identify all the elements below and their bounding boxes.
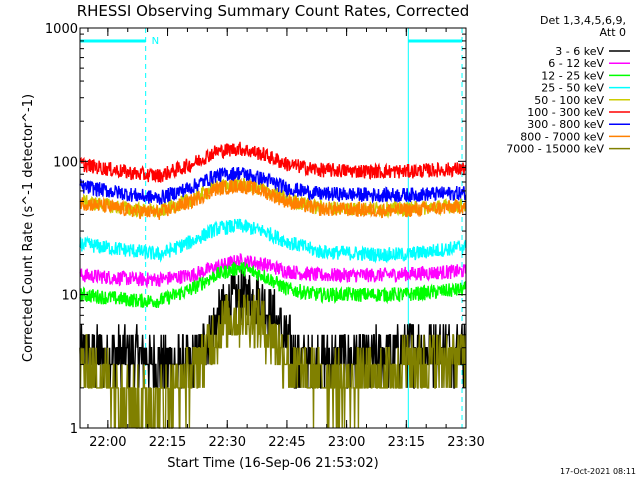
x-tick-label: 22:00	[89, 435, 126, 450]
y-tick-label: 10	[61, 289, 78, 304]
legend-label: 6 - 12 keV	[548, 57, 604, 70]
x-tick-label: 22:15	[149, 435, 186, 450]
legend-label: 25 - 50 keV	[541, 82, 604, 95]
night-marker: N	[152, 36, 159, 47]
y-tick-label: 100	[53, 155, 78, 170]
legend-label: 300 - 800 keV	[527, 118, 604, 131]
y-tick-label: 1	[70, 422, 78, 437]
chart-title: RHESSI Observing Summary Count Rates, Co…	[77, 2, 470, 20]
series-line-2	[79, 261, 467, 308]
legend-header: Det 1,3,4,5,6,9,	[540, 14, 626, 27]
legend-label: 7000 - 15000 keV	[506, 143, 604, 156]
legend-label: 12 - 25 keV	[541, 69, 604, 82]
plot-frame	[79, 27, 467, 429]
x-tick-label: 23:15	[388, 435, 425, 450]
legend-label: 50 - 100 keV	[534, 94, 604, 107]
series-line-8	[79, 289, 467, 429]
series-line-6	[79, 166, 467, 205]
x-tick-label: 22:30	[209, 435, 246, 450]
footer-timestamp: 17-Oct-2021 08:11	[560, 467, 636, 476]
series-line-3	[79, 218, 467, 264]
series-line-1	[79, 253, 467, 289]
y-tick-label: 1000	[45, 22, 78, 37]
x-tick-label: 23:00	[328, 435, 365, 450]
series-line-5	[79, 141, 467, 183]
legend-label: 100 - 300 keV	[527, 106, 604, 119]
legend-label: 800 - 7000 keV	[520, 130, 604, 143]
x-axis-title: Start Time (16-Sep-06 21:53:02)	[167, 456, 378, 471]
x-tick-label: 23:30	[447, 435, 484, 450]
series-line-7	[79, 177, 467, 220]
legend-header: Att 0	[600, 26, 626, 39]
legend-label: 3 - 6 keV	[555, 45, 604, 58]
y-axis-title: Corrected Count Rate (s^-1 detector^-1)	[21, 94, 36, 362]
series-line-0	[79, 267, 467, 389]
x-tick-label: 22:45	[268, 435, 305, 450]
